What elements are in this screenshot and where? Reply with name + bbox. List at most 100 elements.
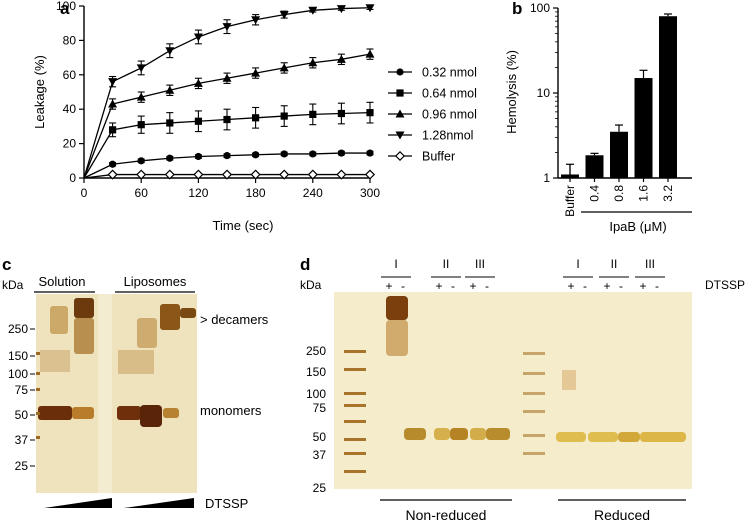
chart-a-point	[107, 169, 118, 180]
chart-a-legend-marker	[394, 150, 406, 162]
chart-b-ylabel: Hemolysis (%)	[504, 50, 519, 134]
chart-b-bar	[585, 155, 604, 178]
chart-a-y-tick-label: 0	[69, 171, 76, 185]
chart-b-y-tick-label: 100	[530, 1, 550, 15]
chart-a-point	[193, 78, 203, 87]
chart-b-x-tick-label: 3.2	[661, 185, 675, 202]
chart-a-ylabel: Leakage (%)	[32, 55, 47, 129]
gel-d-condition-reduced: Reduced	[594, 507, 650, 523]
gel-d-minus-label: -	[401, 279, 405, 293]
gel-d-group-label: I	[576, 257, 579, 271]
chart-a-series-3	[83, 4, 375, 179]
chart-b-x-tick-label: 0.4	[588, 185, 602, 202]
chart-a-point	[136, 64, 146, 73]
chart-a-series-2	[83, 48, 375, 179]
gel-d-group-label: II	[611, 257, 618, 271]
gel-d-dtssp-label: DTSSP	[705, 278, 745, 292]
gel-d-marker-label: 75	[313, 401, 327, 415]
chart-a: Leakage (%) Time (sec) 0 60 120 180 240 300 0 2…	[32, 0, 477, 233]
chart-b-xlabel: IpaB (μM)	[609, 219, 666, 234]
gel-d-group-label: III	[475, 257, 485, 271]
chart-a-point	[279, 63, 289, 72]
chart-a-point	[136, 169, 147, 180]
gel-c-dtssp-label: DTSSP	[205, 496, 248, 511]
chart-a-point	[223, 152, 231, 160]
chart-a-point	[280, 112, 288, 120]
chart-a-legend-label: 1.28nmol	[422, 129, 473, 143]
chart-a-legend-label: 0.32 nmol	[422, 66, 477, 80]
chart-a-point	[279, 11, 289, 20]
chart-a-point	[137, 121, 145, 129]
chart-a-point	[137, 157, 145, 165]
chart-a-legend-marker	[395, 131, 405, 140]
chart-a-y-tick-label: 60	[63, 68, 77, 82]
chart-a-legend-label: 0.96 nmol	[422, 108, 477, 122]
chart-a-point	[251, 16, 261, 25]
chart-a-x-tick-label: 240	[303, 186, 323, 200]
chart-a-point	[250, 169, 261, 180]
chart-a-point	[365, 4, 375, 13]
gel-c-marker-label: 50	[15, 408, 29, 422]
chart-a-series-0	[83, 149, 374, 179]
chart-b-bar	[634, 78, 653, 178]
gel-d-image	[334, 292, 692, 489]
chart-a-point	[336, 54, 346, 63]
gel-c-kda-label: kDa	[2, 278, 24, 292]
gel-d-marker-label: 50	[313, 430, 327, 444]
gel-c-group-liposomes: Liposomes	[124, 274, 187, 289]
chart-a-point	[252, 114, 260, 122]
gel-c-marker-label: 150	[8, 349, 28, 363]
chart-a-point	[365, 49, 375, 58]
gel-d-group-label: III	[645, 257, 655, 271]
gel-c-dtssp-wedge-solution	[44, 498, 112, 508]
chart-a-point	[309, 110, 317, 118]
gel-c-marker-label: 37	[15, 433, 29, 447]
chart-a-point	[193, 33, 203, 42]
panel-label-a: a	[60, 0, 70, 18]
chart-b: Hemolysis (%) IpaB (μM) 1 10 100 Buffer 0.4…	[504, 1, 692, 234]
gel-c-annotation-decamers: > decamers	[200, 312, 269, 327]
chart-a-point	[194, 152, 202, 161]
chart-a-point	[251, 68, 261, 77]
panel-label-c: c	[2, 255, 11, 274]
chart-a-x-tick-label: 180	[246, 186, 266, 200]
gel-d-condition-nonreduced: Non-reduced	[406, 507, 487, 523]
chart-a-point	[166, 154, 174, 162]
chart-a-point	[336, 5, 346, 14]
chart-a-point	[308, 58, 318, 67]
chart-a-point	[366, 109, 374, 117]
gel-d-marker-label: 37	[313, 448, 327, 462]
gel-c-dtssp-wedge-liposomes	[124, 498, 194, 508]
chart-a-legend-label: 0.64 nmol	[422, 87, 477, 101]
chart-a-point	[221, 169, 233, 180]
chart-a-point	[279, 169, 290, 180]
gel-c-marker-label: 100	[8, 367, 28, 381]
chart-a-point	[222, 73, 232, 82]
chart-b-x-tick-label: Buffer	[563, 185, 577, 217]
chart-a-legend-label: Buffer	[422, 150, 455, 164]
chart-b-x-tick-label: 0.8	[612, 185, 626, 202]
chart-a-point	[108, 78, 118, 87]
gel-c-group-solution: Solution	[39, 274, 86, 289]
gel-d-marker-label: 150	[306, 365, 326, 379]
gel-d-marker-label: 100	[306, 387, 326, 401]
chart-a-point	[337, 149, 345, 157]
chart-a-point	[364, 169, 376, 180]
chart-a-point	[337, 109, 345, 118]
gel-d-marker-label: 25	[313, 481, 327, 495]
chart-a-y-tick-label: 20	[63, 137, 77, 151]
chart-b-x-tick-label: 1.6	[637, 185, 651, 202]
chart-a-x-tick-label: 300	[360, 186, 380, 200]
chart-a-point	[136, 92, 146, 101]
gel-d-minus-label: -	[451, 279, 455, 293]
gel-d-plus-label: +	[469, 279, 476, 293]
gel-d-plus-label: +	[435, 279, 442, 293]
chart-a-point	[193, 169, 204, 180]
chart-a-point	[194, 117, 202, 125]
panel-label-d: d	[300, 255, 310, 274]
gel-d-minus-label: -	[655, 279, 659, 293]
gel-d-minus-label: -	[485, 279, 489, 293]
gel-d-plus-label: +	[385, 279, 392, 293]
chart-a-point	[164, 169, 175, 180]
